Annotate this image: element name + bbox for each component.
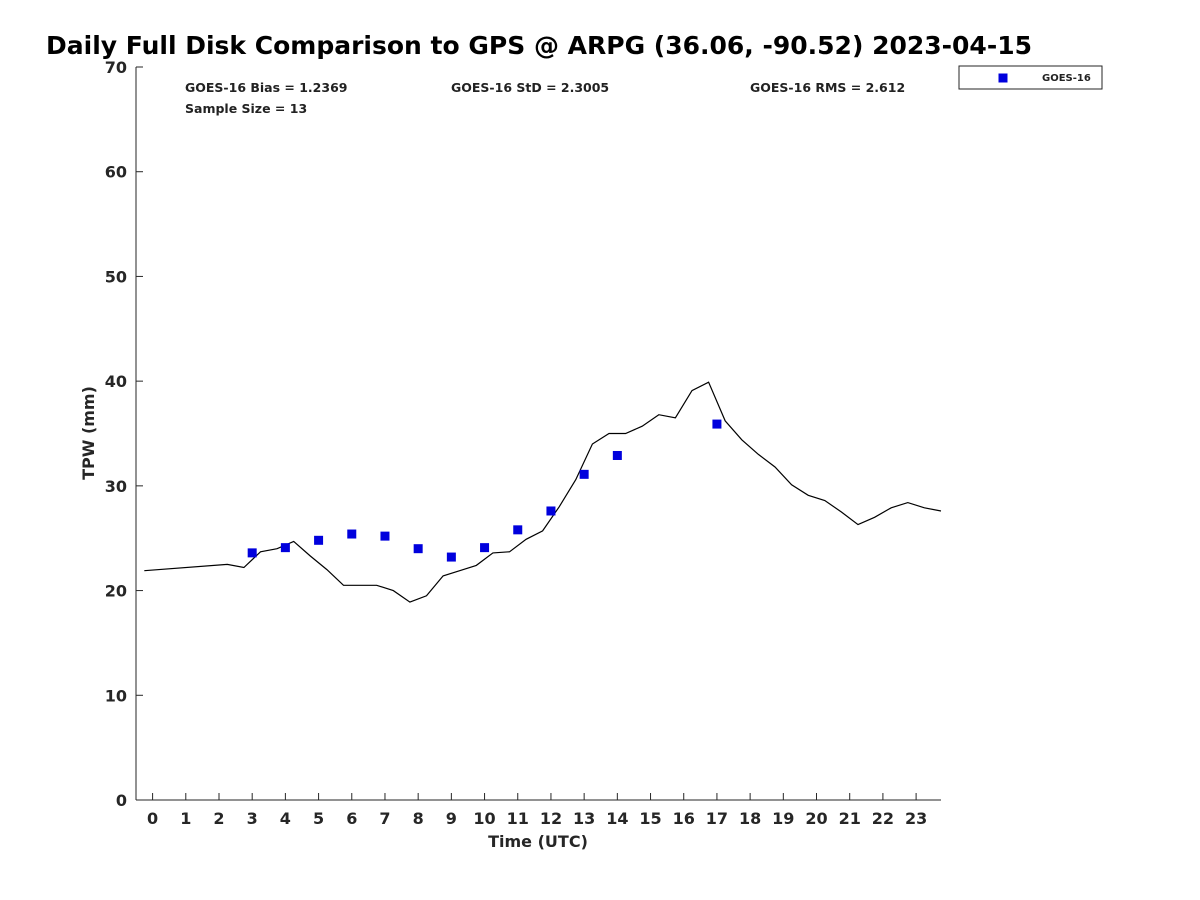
y-tick-label: 40	[105, 372, 127, 391]
x-axis-ticks: 0 1 2 3 4 5 6 7 8 9 10 11 12 13 14 15 16 17 18 19 20 21 22 23	[147, 793, 927, 828]
y-tick-label: 20	[105, 582, 127, 601]
x-tick-label: 13	[573, 809, 595, 828]
stat-std: GOES-16 StD = 2.3005	[451, 80, 609, 95]
x-tick-label: 6	[346, 809, 357, 828]
stat-rms: GOES-16 RMS = 2.612	[750, 80, 905, 95]
x-tick-label: 2	[213, 809, 224, 828]
goes16-point	[579, 469, 589, 479]
x-tick-label: 3	[247, 809, 258, 828]
series-layer	[144, 381, 942, 603]
goes16-point	[546, 506, 556, 516]
x-tick-label: 9	[446, 809, 457, 828]
goes16-point	[712, 419, 722, 429]
x-tick-label: 0	[147, 809, 158, 828]
goes16-point	[314, 535, 324, 545]
legend-marker-goes16	[998, 73, 1008, 83]
x-tick-label: 1	[180, 809, 191, 828]
x-tick-label: 10	[473, 809, 495, 828]
x-tick-label: 22	[872, 809, 894, 828]
goes16-point	[347, 529, 357, 539]
plot-area	[136, 67, 941, 800]
x-tick-label: 18	[739, 809, 761, 828]
y-tick-label: 0	[116, 791, 127, 810]
goes16-point	[446, 552, 456, 562]
x-tick-label: 5	[313, 809, 324, 828]
y-axis-ticks: 0 10 20 30 40 50 60 70	[105, 58, 143, 810]
x-tick-label: 16	[673, 809, 695, 828]
x-tick-label: 7	[379, 809, 390, 828]
x-tick-label: 20	[805, 809, 827, 828]
goes16-point	[480, 543, 490, 553]
legend-label-goes16: GOES-16	[1042, 73, 1091, 84]
x-tick-label: 14	[606, 809, 628, 828]
goes16-point	[413, 544, 423, 554]
y-tick-label: 30	[105, 477, 127, 496]
legend: GOES-16	[958, 65, 1103, 90]
x-tick-label: 4	[280, 809, 291, 828]
x-tick-label: 17	[706, 809, 728, 828]
gps-tpw-line	[144, 381, 942, 603]
x-tick-label: 15	[639, 809, 661, 828]
goes16-point	[513, 525, 523, 535]
goes16-point	[280, 543, 290, 553]
x-axis-title: Time (UTC)	[488, 832, 588, 851]
goes16-point	[612, 450, 622, 460]
x-tick-label: 23	[905, 809, 927, 828]
goes16-point	[247, 548, 257, 558]
y-tick-label: 70	[105, 58, 127, 77]
stat-sample-size: Sample Size = 13	[185, 101, 307, 116]
y-tick-label: 50	[105, 267, 127, 286]
y-tick-label: 60	[105, 163, 127, 182]
x-tick-label: 12	[540, 809, 562, 828]
chart-title: Daily Full Disk Comparison to GPS @ ARPG…	[46, 31, 1032, 60]
legend-box	[958, 65, 1103, 90]
x-tick-label: 19	[772, 809, 794, 828]
y-tick-label: 10	[105, 686, 127, 705]
y-axis-title: TPW (mm)	[79, 386, 98, 480]
x-tick-label: 11	[507, 809, 529, 828]
x-tick-label: 8	[413, 809, 424, 828]
x-tick-label: 21	[839, 809, 861, 828]
stat-bias: GOES-16 Bias = 1.2369	[185, 80, 347, 95]
goes16-point	[380, 531, 390, 541]
